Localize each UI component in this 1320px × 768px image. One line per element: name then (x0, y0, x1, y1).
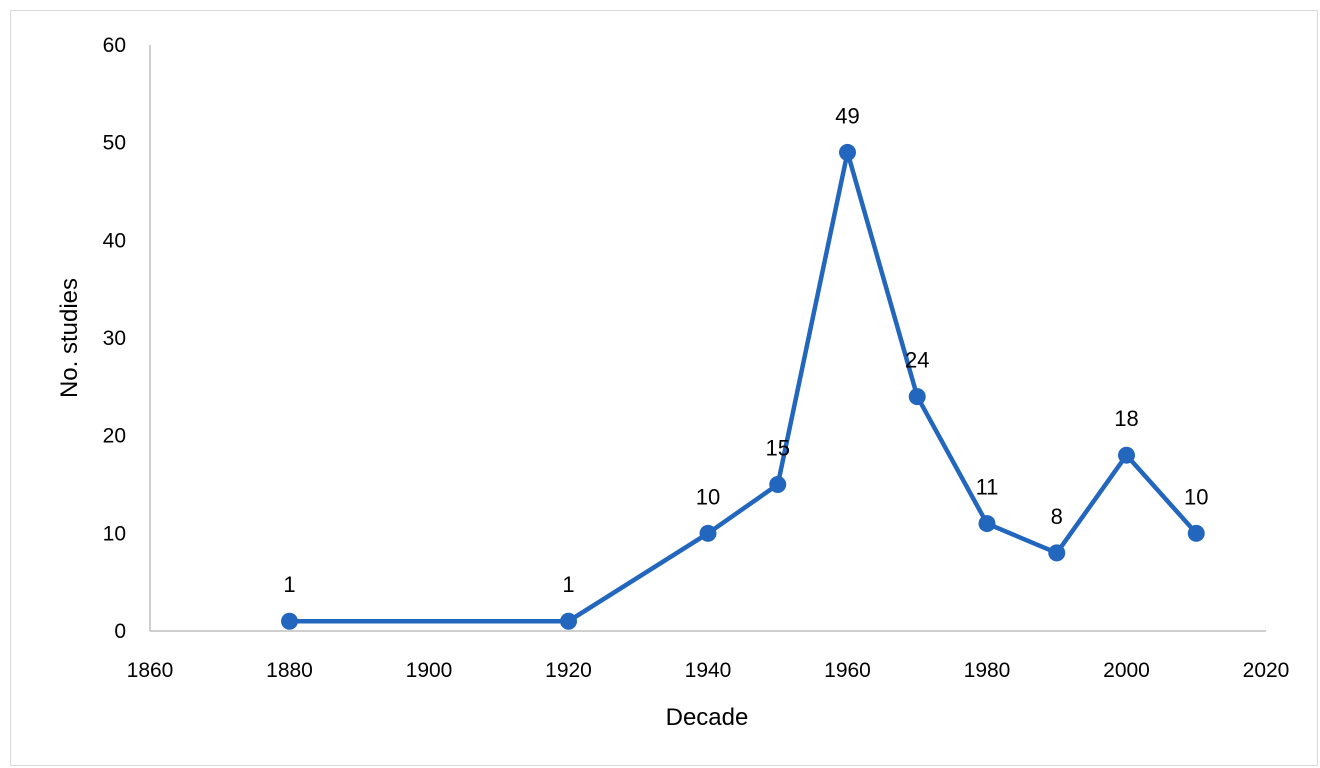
data-label: 10 (1184, 484, 1208, 509)
axes (149, 45, 1266, 632)
y-tick-labels: 0 10 20 30 40 50 60 (103, 34, 126, 643)
data-point (1187, 524, 1205, 542)
data-point (699, 524, 717, 542)
data-label: 8 (1051, 504, 1063, 529)
y-tick-label: 0 (114, 620, 126, 643)
data-label: 10 (696, 484, 720, 509)
data-label: 1 (283, 572, 295, 597)
x-tick-label: 1960 (824, 659, 871, 682)
data-label: 49 (835, 103, 859, 128)
data-label: 11 (976, 475, 999, 500)
data-point (560, 612, 577, 630)
data-point (908, 388, 926, 406)
y-tick-label: 20 (103, 425, 126, 448)
y-tick-label: 30 (103, 327, 126, 350)
x-tick-label: 2020 (1243, 659, 1290, 682)
data-label: 24 (905, 348, 929, 373)
y-axis-title: No. studies (56, 278, 83, 398)
y-tick-label: 40 (103, 229, 126, 252)
data-label: 1 (562, 572, 574, 597)
data-point (281, 612, 298, 630)
data-point (1048, 544, 1066, 562)
series-line (287, 150, 1199, 624)
x-tick-label: 1880 (266, 659, 313, 682)
x-tick-label: 1900 (406, 659, 453, 682)
data-point (1118, 446, 1135, 464)
y-tick-label: 50 (103, 132, 126, 155)
data-label: 18 (1114, 406, 1138, 431)
x-tick-label: 1920 (545, 659, 592, 682)
chart-frame (10, 10, 1318, 766)
x-tick-label: 2000 (1103, 659, 1150, 682)
y-tick-label: 10 (103, 522, 126, 545)
x-axis-title: Decade (666, 704, 749, 731)
data-point (978, 515, 996, 533)
y-tick-label: 60 (103, 34, 126, 57)
x-tick-label: 1860 (127, 659, 174, 682)
data-label: 15 (766, 436, 790, 461)
x-tick-label: 1940 (685, 659, 732, 682)
series-group (281, 143, 1205, 630)
data-point (769, 476, 787, 493)
x-tick-labels: 1860 1880 1900 1920 1940 1960 1980 2000 2020 (127, 659, 1290, 682)
data-point (839, 143, 856, 161)
x-tick-label: 1980 (964, 659, 1011, 682)
